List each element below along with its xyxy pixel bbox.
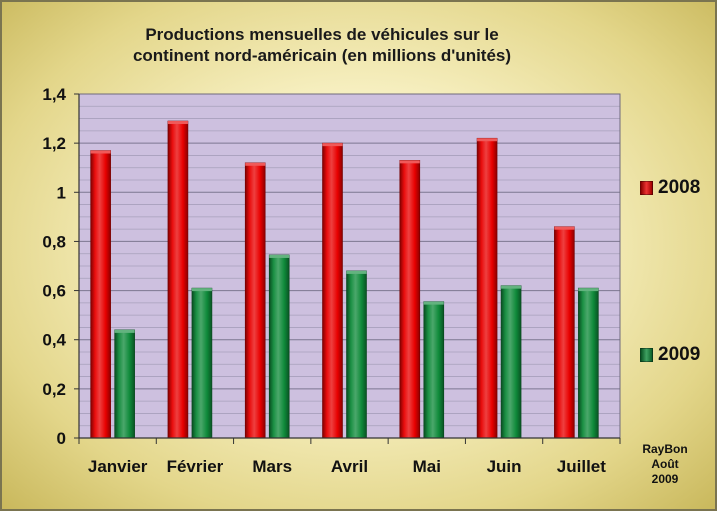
- y-tick-label: 0: [57, 429, 66, 448]
- bar-2008-Juillet: [554, 226, 575, 439]
- legend-swatch-2008: [640, 181, 653, 195]
- bar-cap: [269, 254, 290, 258]
- x-tick-label: Mai: [413, 457, 441, 476]
- bar-2008-Mars: [244, 162, 266, 439]
- y-tick-label: 1: [57, 183, 66, 202]
- bar-2009-Avril: [346, 270, 367, 439]
- bar-cap: [501, 285, 522, 289]
- legend-label-2009: 2009: [658, 344, 701, 365]
- x-tick-label: Janvier: [88, 457, 148, 476]
- y-tick-label: 0,6: [42, 282, 66, 301]
- bar-cap: [477, 138, 498, 142]
- bar-2008-Janvier: [90, 150, 111, 439]
- credit-author: RayBon: [642, 442, 688, 456]
- y-tick-label: 0,8: [42, 232, 66, 251]
- bar-cap: [423, 301, 444, 305]
- bar-cap: [90, 150, 111, 154]
- bar-2009-Janvier: [114, 329, 135, 439]
- x-tick-label: Février: [167, 457, 224, 476]
- bar-2008-Juin: [476, 137, 498, 439]
- chart-legend: 2008 2009: [640, 0, 717, 511]
- bar-2009-Juillet: [578, 287, 599, 439]
- bar-cap: [245, 162, 266, 166]
- bar-2009-Mars: [268, 254, 290, 439]
- x-tick-label: Juin: [487, 457, 522, 476]
- chart-title: Productions mensuelles de véhicules sur …: [132, 25, 512, 65]
- bar-2009-Mai: [423, 301, 445, 439]
- y-tick-label: 0,4: [42, 331, 66, 350]
- bar-cap: [167, 121, 188, 125]
- bar-cap: [114, 329, 135, 333]
- bar-2008-Février: [167, 120, 189, 439]
- legend-label-2008: 2008: [658, 177, 701, 198]
- x-tick-label: Mars: [252, 457, 292, 476]
- bar-cap: [346, 270, 367, 274]
- y-tick-label: 0,2: [42, 380, 66, 399]
- bar-cap: [578, 288, 599, 292]
- bar-cap: [399, 160, 420, 164]
- bar-cap: [322, 143, 343, 147]
- author-credit: RayBon Août 2009: [624, 442, 706, 487]
- x-tick-label: Juillet: [557, 457, 606, 476]
- bar-2008-Mai: [399, 160, 421, 439]
- credit-year: 2009: [651, 472, 679, 486]
- legend-swatch-2009: [640, 348, 653, 362]
- y-tick-label: 1,2: [42, 134, 66, 153]
- y-tick-label: 1,4: [42, 85, 66, 104]
- bar-2008-Avril: [322, 142, 343, 439]
- bar-2009-Juin: [500, 285, 522, 439]
- bar-cap: [554, 226, 575, 230]
- credit-month: Août: [651, 457, 679, 471]
- x-tick-label: Avril: [331, 457, 368, 476]
- bar-cap: [191, 288, 212, 292]
- bar-2009-Février: [191, 287, 213, 439]
- legend-item-2008: 2008: [640, 176, 700, 200]
- legend-item-2009: 2009: [640, 343, 700, 367]
